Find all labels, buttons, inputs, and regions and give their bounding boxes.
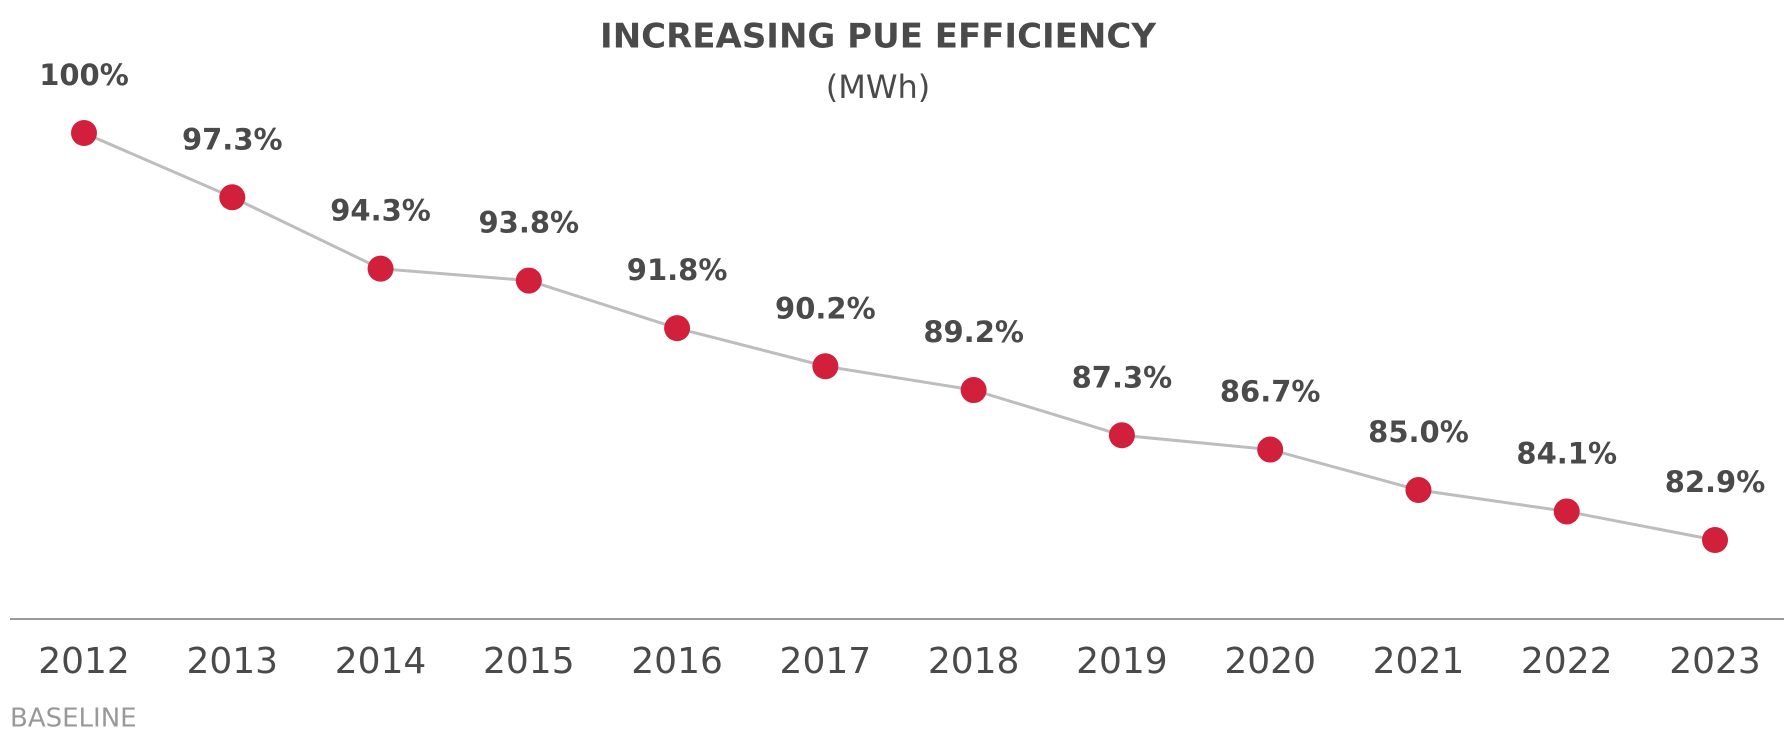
x-tick-label: 2019 bbox=[1076, 641, 1168, 682]
x-tick-label: 2020 bbox=[1224, 641, 1316, 682]
data-label: 82.9% bbox=[1665, 465, 1766, 499]
data-label: 93.8% bbox=[479, 206, 580, 240]
x-tick-label: 2016 bbox=[631, 641, 723, 682]
point bbox=[960, 377, 987, 404]
point bbox=[1405, 477, 1432, 504]
x-tick-label: 2018 bbox=[928, 641, 1020, 682]
data-label: 85.0% bbox=[1368, 415, 1469, 449]
line bbox=[83, 131, 1716, 542]
x-tick-label: 2023 bbox=[1669, 641, 1761, 682]
point bbox=[1702, 527, 1728, 553]
x-tick-label: 2014 bbox=[335, 641, 427, 682]
data-label: 89.2% bbox=[923, 315, 1024, 349]
point bbox=[367, 255, 394, 282]
data-label: 97.3% bbox=[182, 122, 283, 156]
x-tick-label: 2012 bbox=[38, 641, 130, 682]
point bbox=[1108, 422, 1135, 449]
data-label: 84.1% bbox=[1516, 436, 1617, 470]
x-tick-label: 2022 bbox=[1521, 641, 1613, 682]
data-label: 91.8% bbox=[627, 253, 728, 287]
data-label: 94.3% bbox=[330, 194, 431, 228]
point bbox=[1257, 436, 1284, 463]
data-label: 90.2% bbox=[775, 291, 876, 325]
point bbox=[219, 184, 246, 211]
point bbox=[71, 120, 97, 146]
data-label: 86.7% bbox=[1220, 375, 1321, 409]
point bbox=[1553, 498, 1580, 525]
point bbox=[664, 315, 691, 342]
point bbox=[515, 267, 542, 294]
data-label: 100% bbox=[39, 58, 129, 92]
x-tick-label: 2015 bbox=[483, 641, 575, 682]
annotation: BASELINE bbox=[10, 704, 137, 732]
chart-title: INCREASING PUE EFFICIENCY bbox=[600, 17, 1156, 57]
x-tick-label: 2013 bbox=[186, 641, 278, 682]
x-tick-label: 2021 bbox=[1373, 641, 1465, 682]
x-tick-label: 2017 bbox=[780, 641, 872, 682]
point bbox=[812, 353, 839, 380]
data-label: 87.3% bbox=[1072, 360, 1173, 394]
chart-subtitle: (MWh) bbox=[826, 68, 931, 106]
